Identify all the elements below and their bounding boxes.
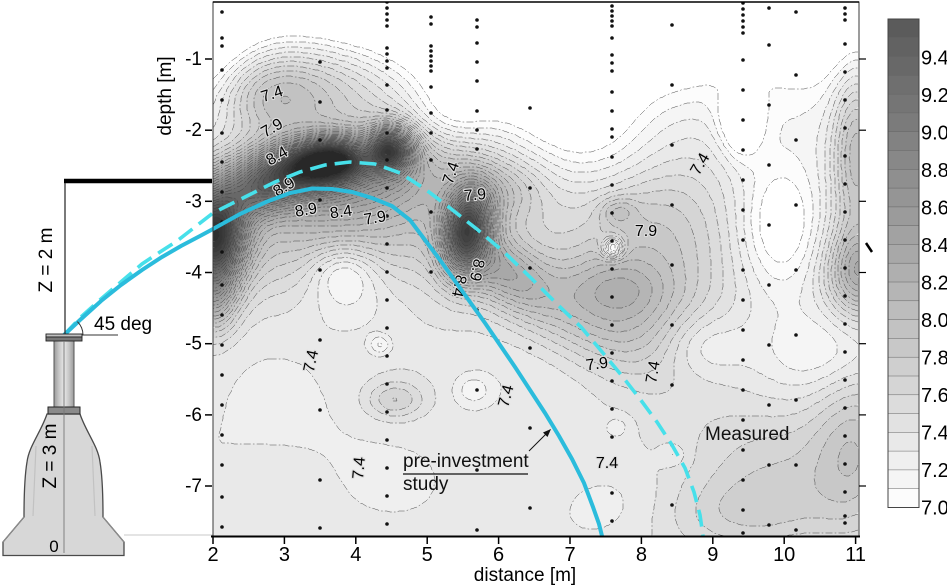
svg-text:-6: -6 — [185, 405, 202, 426]
svg-text:7: 7 — [564, 544, 575, 566]
svg-text:8.4: 8.4 — [921, 235, 947, 257]
svg-text:7.9: 7.9 — [463, 186, 487, 205]
svg-text:Measured: Measured — [705, 424, 790, 445]
svg-text:9.0: 9.0 — [921, 123, 947, 145]
svg-text:-2: -2 — [185, 120, 202, 141]
svg-text:45 deg: 45 deg — [94, 314, 152, 335]
svg-text:7.6: 7.6 — [921, 385, 947, 407]
svg-text:-4: -4 — [185, 263, 202, 284]
svg-text:4: 4 — [350, 544, 361, 566]
svg-text:study: study — [403, 474, 449, 495]
svg-text:8.9: 8.9 — [294, 200, 319, 221]
svg-text:8.2: 8.2 — [921, 273, 947, 295]
svg-text:7.9: 7.9 — [363, 208, 388, 229]
svg-text:8.0: 8.0 — [921, 310, 947, 332]
svg-text:7.4: 7.4 — [596, 455, 618, 472]
svg-text:7.8: 7.8 — [921, 348, 947, 370]
svg-text:9: 9 — [707, 544, 718, 566]
svg-text:2: 2 — [207, 544, 218, 566]
svg-text:7.4: 7.4 — [921, 423, 947, 445]
svg-text:7.2: 7.2 — [921, 460, 947, 482]
svg-text:depth [m]: depth [m] — [155, 56, 176, 135]
svg-text:Z = 2 m: Z = 2 m — [36, 228, 57, 293]
svg-text:9.4: 9.4 — [921, 48, 947, 70]
svg-text:0: 0 — [49, 537, 58, 556]
svg-text:-1: -1 — [185, 49, 202, 70]
svg-text:distance [m]: distance [m] — [474, 565, 576, 586]
svg-text:9.2: 9.2 — [921, 85, 947, 107]
svg-text:-7: -7 — [185, 476, 202, 497]
svg-text:7.9: 7.9 — [585, 355, 609, 375]
svg-text:10: 10 — [773, 544, 795, 566]
svg-text:5: 5 — [422, 544, 433, 566]
svg-text:8: 8 — [636, 544, 647, 566]
svg-text:pre-investment: pre-investment — [403, 451, 529, 472]
svg-text:8.6: 8.6 — [921, 198, 947, 220]
svg-text:8.9: 8.9 — [466, 257, 487, 282]
svg-text:Z = 3 m: Z = 3 m — [40, 424, 61, 489]
svg-text:7.4: 7.4 — [301, 348, 322, 373]
svg-text:8.4: 8.4 — [329, 203, 353, 223]
svg-text:6: 6 — [493, 544, 504, 566]
svg-text:7.0: 7.0 — [921, 498, 947, 520]
svg-text:7.4: 7.4 — [643, 360, 664, 385]
svg-text:-3: -3 — [185, 191, 202, 212]
svg-text:3: 3 — [279, 544, 290, 566]
svg-text:-5: -5 — [185, 334, 202, 355]
svg-text:7.9: 7.9 — [635, 223, 657, 240]
svg-text:7.4: 7.4 — [350, 456, 369, 480]
svg-text:8.8: 8.8 — [921, 160, 947, 182]
svg-text:11: 11 — [845, 544, 866, 566]
